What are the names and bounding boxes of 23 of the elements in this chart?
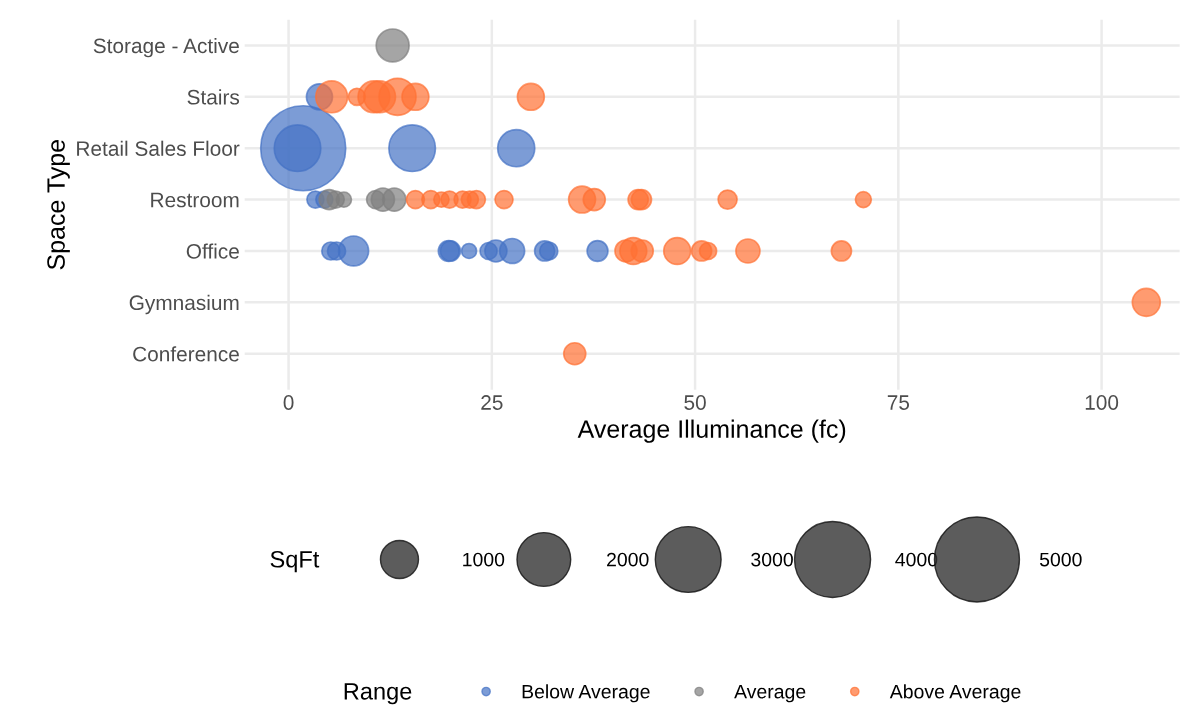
y-tick-label: Office	[186, 243, 239, 259]
y-tick-label: Storage - Active	[93, 37, 239, 58]
x-tick-label: 0	[283, 395, 294, 410]
legend-label: 2000	[607, 552, 649, 567]
y-tick-label: Restroom	[151, 192, 239, 208]
y-tick-label: Retail Sales Floor	[77, 140, 240, 156]
x-tick-label: 100	[1085, 395, 1119, 410]
x-tick-label: 75	[887, 395, 910, 410]
x-axis-title: Average Illuminance (fc)	[577, 419, 846, 443]
legend-label: 3000	[751, 552, 793, 567]
y-tick-label: Conference	[133, 346, 239, 362]
y-tick-label: Gymnasium	[129, 294, 239, 315]
x-tick-label: 25	[481, 395, 503, 410]
legend-label: 5000	[1039, 552, 1082, 567]
y-tick-label: Stairs	[187, 89, 240, 105]
x-tick-label: 50	[684, 395, 706, 410]
y-axis-title: Space Type	[47, 140, 70, 270]
legend-label: Below Average	[522, 684, 650, 703]
legend-label: Above Average	[889, 684, 1021, 703]
text: Range	[344, 683, 412, 705]
legend-label: 1000	[463, 552, 505, 567]
text: SqFt	[270, 550, 320, 573]
legend-label: Average	[734, 684, 806, 703]
